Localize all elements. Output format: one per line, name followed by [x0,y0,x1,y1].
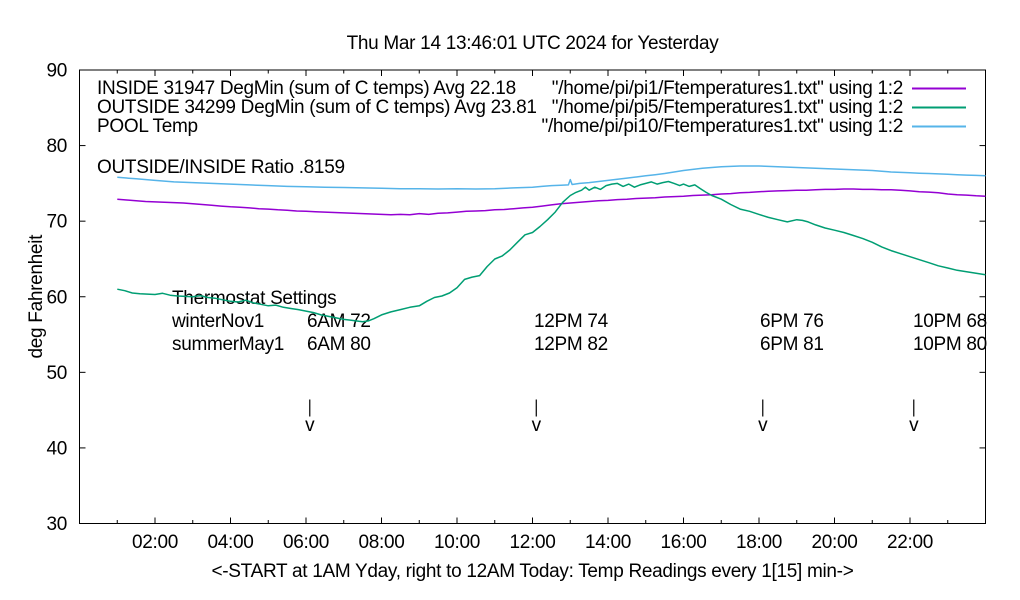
setpoint-arrow-head: v [532,415,542,436]
thermostat-title: Thermostat Settings [172,288,336,309]
y-tick-label: 50 [46,363,67,384]
legend-series-file-outside: "/home/pi/pi5/Ftemperatures1.txt" using … [552,97,903,118]
y-tick-label: 60 [46,287,67,308]
legend-samples-layer [912,87,966,128]
axis-ticks-layer: 02:00 04:00 06:00 08:00 10:00 12:00 14:00 16:00… [46,61,986,553]
x-tick-label: 10:00 [434,532,480,553]
thermostat-cell-summer-10pm: 10PM 80 [913,334,987,355]
y-tick-label: 80 [46,136,67,157]
setpoint-arrow-head: v [758,415,768,436]
legend-series-file-pool: "/home/pi/pi10/Ftemperatures1.txt" using… [542,116,904,137]
thermostat-cell-summer-6pm: 6PM 81 [760,334,824,355]
thermostat-cell-winter-name: winterNov1 [171,311,264,332]
x-tick-label: 08:00 [358,532,404,553]
thermostat-settings: Thermostat Settings winterNov1 6AM 72 12… [171,288,987,355]
legend: INSIDE 31947 DegMin (sum of C temps) Avg… [97,78,903,137]
series-lines-layer [117,165,986,323]
x-tick-label: 12:00 [509,532,555,553]
y-tick-label: 30 [46,514,67,535]
y-axis-label: deg Fahrenheit [26,234,47,359]
x-tick-label: 20:00 [811,532,857,553]
legend-series-label-inside: INSIDE 31947 DegMin (sum of C temps) Avg… [97,78,516,99]
thermostat-cell-winter-10pm: 10PM 68 [913,311,987,332]
x-tick-label: 06:00 [283,532,329,553]
thermostat-cell-winter-6am: 6AM 72 [307,311,371,332]
x-tick-label: 02:00 [132,532,178,553]
y-tick-label: 90 [46,61,67,82]
series-line-inside [117,188,986,216]
legend-series-file-inside: "/home/pi/pi1/Ftemperatures1.txt" using … [552,78,903,99]
thermostat-cell-winter-12pm: 12PM 74 [534,311,609,332]
thermostat-cell-summer-6am: 6AM 80 [307,334,371,355]
x-tick-label: 16:00 [660,532,706,553]
y-tick-label: 70 [46,212,67,233]
y-tick-label: 40 [46,438,67,459]
chart-title: Thu Mar 14 13:46:01 UTC 2024 for Yesterd… [347,33,720,54]
thermostat-cell-summer-name: summerMay1 [172,334,284,355]
x-tick-label: 22:00 [887,532,933,553]
setpoint-arrow-head: v [305,415,315,436]
thermostat-cell-winter-6pm: 6PM 76 [760,311,824,332]
series-line-pool [117,165,986,190]
setpoint-arrow-head: v [909,415,919,436]
ratio-annotation: OUTSIDE/INSIDE Ratio .8159 [97,157,345,178]
legend-series-label-pool: POOL Temp [97,116,198,137]
series-line-outside [117,180,986,323]
x-axis-caption: <-START at 1AM Yday, right to 12AM Today… [211,561,853,582]
x-tick-label: 18:00 [736,532,782,553]
x-tick-label: 04:00 [207,532,253,553]
x-tick-label: 14:00 [585,532,631,553]
thermostat-cell-summer-12pm: 12PM 82 [534,334,608,355]
legend-series-label-outside: OUTSIDE 34299 DegMin (sum of C temps) Av… [97,97,537,118]
